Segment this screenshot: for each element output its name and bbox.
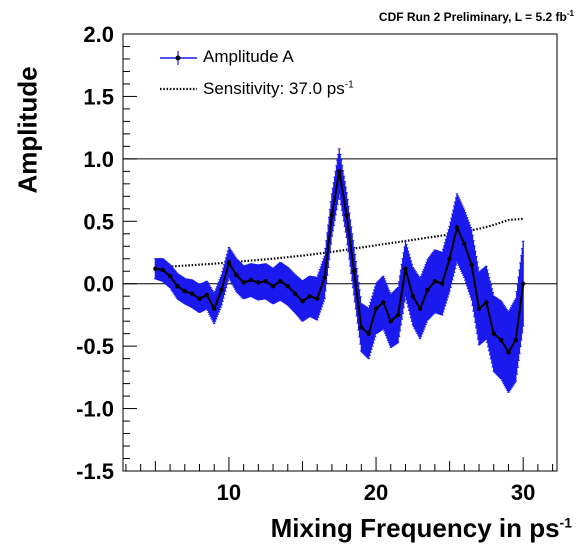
amplitude-point	[513, 337, 519, 343]
amplitude-point	[373, 306, 379, 311]
amplitude-point	[175, 284, 180, 289]
amplitude-point	[425, 287, 430, 293]
legend-label-sensitivity-superscript: -1	[344, 79, 354, 91]
amplitude-point	[454, 225, 460, 230]
y-tick-label: 1.5	[83, 84, 114, 109]
amplitude-point	[447, 256, 452, 261]
amplitude-point	[351, 269, 357, 274]
amplitude-point	[506, 350, 511, 355]
amplitude-point	[219, 287, 224, 293]
amplitude-point	[212, 306, 217, 311]
amplitude-point	[204, 292, 210, 298]
x-axis-title-text: Mixing Frequency in ps	[270, 513, 560, 543]
amplitude-point	[300, 298, 305, 304]
amplitude-point	[256, 280, 261, 285]
amplitude-point	[234, 272, 239, 278]
amplitude-point	[153, 266, 158, 271]
y-tick-label: 0.5	[83, 209, 114, 234]
amplitude-point	[476, 306, 482, 311]
amplitude-point	[226, 260, 232, 265]
legend-label-amplitude-text: Amplitude A	[203, 47, 294, 66]
amplitude-point	[381, 300, 386, 305]
amplitude-point	[366, 331, 371, 336]
amplitude-point	[307, 294, 313, 299]
y-tick-label: 2.0	[83, 22, 114, 47]
amplitude-point	[395, 312, 401, 318]
header-note-superscript: -1	[566, 9, 574, 18]
amplitude-point	[160, 267, 165, 273]
amplitude-point	[167, 274, 173, 279]
y-tick-label: 0.0	[83, 272, 114, 297]
y-tick-label: 1.0	[83, 147, 114, 172]
amplitude-point	[314, 296, 320, 301]
amplitude-point	[469, 262, 474, 268]
legend-amplitude-marker	[175, 55, 181, 61]
amplitude-point	[263, 279, 268, 284]
legend-label-sensitivity-text: Sensitivity: 37.0 ps	[203, 79, 345, 98]
legend-label-sensitivity: Sensitivity: 37.0 ps-1	[203, 79, 354, 99]
legend-label-amplitude: Amplitude A	[203, 47, 294, 67]
header-note-text: CDF Run 2 Preliminary, L = 5.2 fb	[378, 10, 567, 24]
amplitude-point	[344, 212, 349, 218]
amplitude-point	[403, 266, 408, 271]
x-tick-label: 30	[511, 480, 535, 505]
y-axis-title-text: Amplitude	[12, 66, 43, 194]
amplitude-point	[292, 291, 298, 296]
x-axis-title: Mixing Frequency in ps-1	[271, 513, 572, 544]
x-tick-label: 10	[217, 480, 241, 505]
plot-frame	[122, 33, 558, 472]
x-axis-title-superscript: -1	[559, 514, 572, 531]
x-tick-label: 20	[364, 480, 388, 505]
amplitude-point	[248, 277, 254, 283]
amplitude-point	[285, 284, 290, 289]
amplitude-point	[329, 212, 335, 218]
amplitude-point	[322, 275, 327, 280]
amplitude-point	[462, 241, 467, 246]
amplitude-point	[498, 337, 504, 343]
y-axis-title: Amplitude	[6, 66, 50, 193]
amplitude-point	[278, 279, 283, 284]
amplitude-point	[440, 281, 445, 286]
amplitude-point	[484, 300, 489, 305]
amplitude-point	[491, 331, 496, 336]
amplitude-point	[337, 169, 342, 174]
amplitude-point	[388, 318, 393, 324]
amplitude-point	[359, 325, 364, 330]
amplitude-point	[241, 280, 246, 285]
amplitude-point	[197, 296, 202, 301]
amplitude-point	[410, 294, 416, 299]
y-tick-label: -0.5	[76, 334, 114, 359]
y-tick-label: -1.5	[76, 459, 114, 484]
amplitude-point	[520, 281, 526, 286]
amplitude-point	[182, 289, 187, 294]
amplitude-point	[189, 291, 195, 296]
amplitude-point	[270, 284, 276, 289]
amplitude-point	[417, 306, 423, 311]
header-note: CDF Run 2 Preliminary, L = 5.2 fb-1	[379, 9, 574, 24]
amplitude-point	[432, 279, 438, 284]
y-tick-label: -1.0	[76, 397, 114, 422]
